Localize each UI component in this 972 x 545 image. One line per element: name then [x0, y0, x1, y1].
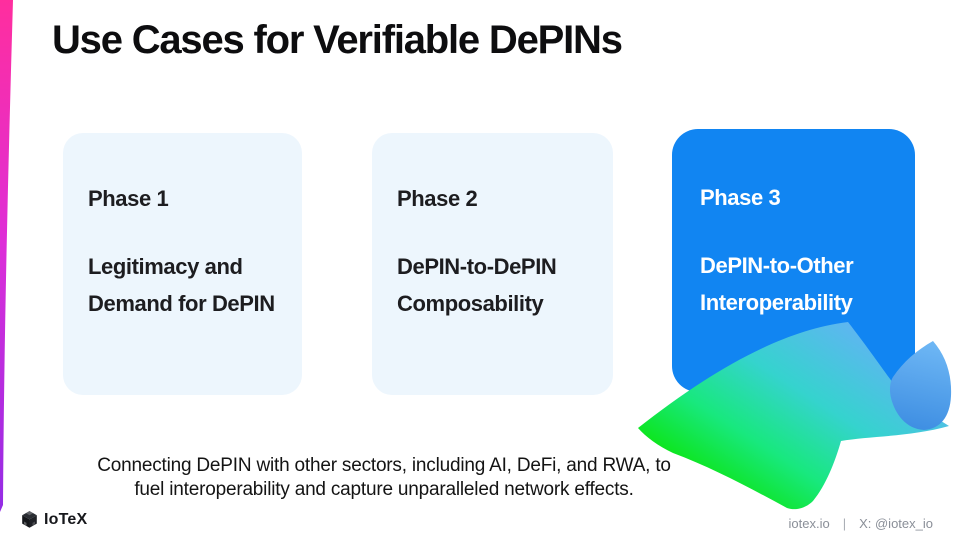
- caption-line-2: fuel interoperability and capture unpara…: [134, 479, 634, 500]
- phase-label: Phase 1: [88, 186, 169, 211]
- phase-description: Legitimacy and Demand for DePIN: [88, 248, 277, 322]
- footer-social-handle: X: @iotex_io: [859, 516, 933, 531]
- phase-label: Phase 2: [397, 186, 478, 211]
- caption: Connecting DePIN with other sectors, inc…: [84, 454, 684, 502]
- page-title: Use Cases for Verifiable DePINs: [52, 18, 623, 62]
- phase-description-line: DePIN-to-Other: [700, 253, 854, 278]
- phase-description-line: Interoperability: [700, 290, 853, 315]
- iotex-logo: IoTeX: [20, 510, 87, 529]
- phase-card-1: Phase 1 Legitimacy and Demand for DePIN: [63, 133, 302, 395]
- footer-links: iotex.io | X: @iotex_io: [789, 516, 934, 531]
- phase-description-line: Composability: [397, 291, 544, 316]
- gradient-edge: [0, 0, 13, 512]
- footer-website: iotex.io: [788, 516, 830, 531]
- phase-label: Phase 3: [700, 185, 781, 210]
- phase-description-line: DePIN-to-DePIN: [397, 254, 557, 279]
- phase-description-line: Demand for DePIN: [88, 291, 275, 316]
- caption-line-1: Connecting DePIN with other sectors, inc…: [97, 455, 671, 476]
- phase-card-3: Phase 3 DePIN-to-Other Interoperability: [672, 129, 915, 392]
- phase-description: DePIN-to-Other Interoperability: [700, 247, 887, 321]
- iotex-logo-icon: [22, 511, 37, 528]
- footer-divider: |: [842, 516, 847, 531]
- phase-description-line: Legitimacy and: [88, 254, 243, 279]
- phase-card-2: Phase 2 DePIN-to-DePIN Composability: [372, 133, 613, 395]
- iotex-logo-text: IoTeX: [44, 510, 88, 528]
- phase-description: DePIN-to-DePIN Composability: [397, 248, 588, 322]
